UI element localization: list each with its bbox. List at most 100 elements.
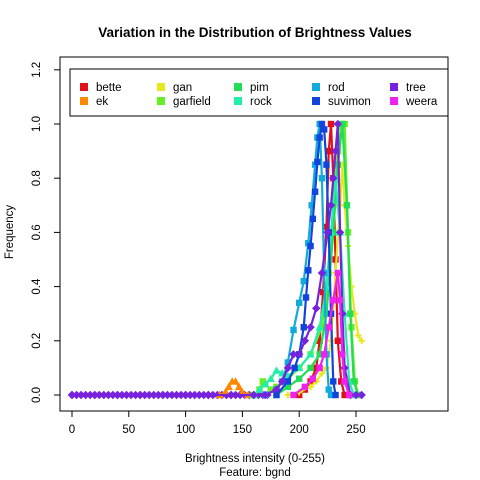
legend-label-suvimon: suvimon: [328, 96, 371, 108]
data-point-gan: [307, 383, 314, 391]
legend-swatch-rock: [234, 97, 242, 105]
data-point-weera: [341, 378, 348, 385]
data-point-suvimon: [305, 267, 312, 274]
legend-label-bette: bette: [96, 82, 122, 94]
data-point-tree: [272, 385, 281, 394]
data-point-suvimon: [314, 158, 321, 166]
data-point-suvimon: [302, 294, 310, 301]
data-point-ek: [224, 382, 233, 391]
y-axis-label: Frequency: [4, 205, 16, 260]
series-gan: [284, 161, 365, 399]
data-point-tree: [135, 390, 145, 400]
data-point-tree: [295, 350, 304, 359]
legend-label-gan: gan: [173, 82, 192, 94]
data-point-pim: [343, 202, 351, 209]
x-tick-label: 250: [346, 424, 365, 436]
data-point-tree: [317, 268, 327, 278]
data-point-weera: [339, 351, 346, 358]
data-point-gan: [355, 332, 362, 339]
data-point-suvimon: [273, 391, 280, 399]
x-axis-label: Brightness intensity (0-255): [185, 453, 325, 465]
x-tick-label: 200: [290, 424, 309, 436]
data-point-bette: [313, 364, 320, 372]
data-point-tree: [351, 390, 361, 400]
legend: bette ek gan garfield pim rock rod suvimon tree w…: [69, 68, 449, 117]
data-point-ek: [234, 382, 244, 391]
x-axis-sublabel: Feature: bgnd: [219, 467, 291, 479]
data-point-pim: [284, 383, 292, 391]
data-point-suvimon: [330, 378, 337, 385]
legend-swatch-bette: [80, 83, 88, 91]
data-point-rock: [315, 323, 324, 331]
legend-label-pim: pim: [250, 82, 269, 94]
data-point-tree: [283, 363, 293, 373]
data-point-suvimon: [284, 378, 292, 385]
data-point-tree: [277, 377, 287, 386]
x-tick-label: 0: [69, 424, 75, 436]
legend-label-garfield: garfield: [173, 96, 211, 108]
data-point-ek: [238, 388, 247, 396]
data-point-bette: [338, 378, 345, 385]
x-tick-label: 150: [233, 424, 252, 436]
data-point-bette: [316, 337, 323, 344]
data-point-rod: [327, 391, 335, 399]
legend-label-weera: weera: [405, 96, 438, 108]
data-point-rock: [255, 385, 264, 393]
y-tick-label: 0.6: [31, 224, 43, 240]
data-point-pim: [307, 364, 314, 372]
data-point-pim: [339, 120, 346, 128]
x-tick-label: 100: [176, 424, 195, 436]
data-point-suvimon: [291, 364, 298, 372]
data-point-weera: [330, 296, 337, 304]
series-ek: [215, 377, 253, 399]
data-point-weera: [336, 296, 344, 304]
data-point-tree: [90, 390, 99, 400]
data-point-tree: [331, 146, 340, 156]
data-point-rod: [300, 277, 307, 285]
data-point-tree: [67, 390, 77, 400]
data-point-pim: [347, 310, 354, 317]
data-point-gan: [358, 337, 365, 344]
data-point-rod: [325, 386, 332, 393]
data-point-gan: [284, 391, 292, 399]
data-point-weera: [309, 375, 317, 382]
plot-frame: [59, 56, 449, 412]
data-point-rock: [306, 350, 315, 358]
series-weera: [290, 269, 353, 399]
data-point-tree: [289, 350, 298, 359]
chart-title: Variation in the Distribution of Brightn…: [98, 25, 412, 40]
legend-swatch-rod: [312, 83, 320, 91]
data-point-tree: [181, 390, 190, 400]
x-axis: 0 50 100 150 200 250: [69, 411, 366, 436]
y-tick-label: 1.2: [31, 62, 43, 78]
y-tick-label: 0.8: [31, 170, 43, 186]
data-point-tree: [249, 390, 258, 400]
data-point-rod: [308, 202, 315, 209]
legend-swatch-pim: [234, 83, 242, 91]
data-point-weera: [290, 391, 297, 399]
y-axis: 0.0 0.2 0.4 0.6 0.8 1.0 1.2: [31, 62, 60, 403]
data-point-ek: [221, 388, 230, 396]
data-point-weera: [345, 391, 353, 399]
data-point-ek: [231, 377, 240, 385]
data-point-weera: [325, 324, 332, 331]
legend-swatch-ek: [80, 97, 88, 105]
series-tree: [67, 119, 366, 400]
data-point-weera: [316, 364, 323, 372]
legend-swatch-weera: [390, 97, 398, 105]
data-point-tree: [335, 228, 345, 237]
data-point-suvimon: [309, 215, 317, 223]
legend-swatch-tree: [390, 83, 398, 91]
series-layer: [67, 119, 366, 400]
data-point-bette: [327, 120, 335, 128]
data-point-bette: [334, 337, 342, 344]
legend-swatch-garfield: [157, 97, 165, 105]
y-tick-label: 0.2: [31, 333, 43, 349]
data-point-tree: [323, 228, 332, 237]
data-point-pim: [350, 378, 357, 385]
data-point-rod: [296, 299, 303, 307]
data-point-rod: [290, 326, 297, 334]
data-point-tree: [333, 119, 343, 129]
data-point-suvimon: [318, 120, 326, 128]
y-tick-label: 0.4: [31, 278, 43, 295]
